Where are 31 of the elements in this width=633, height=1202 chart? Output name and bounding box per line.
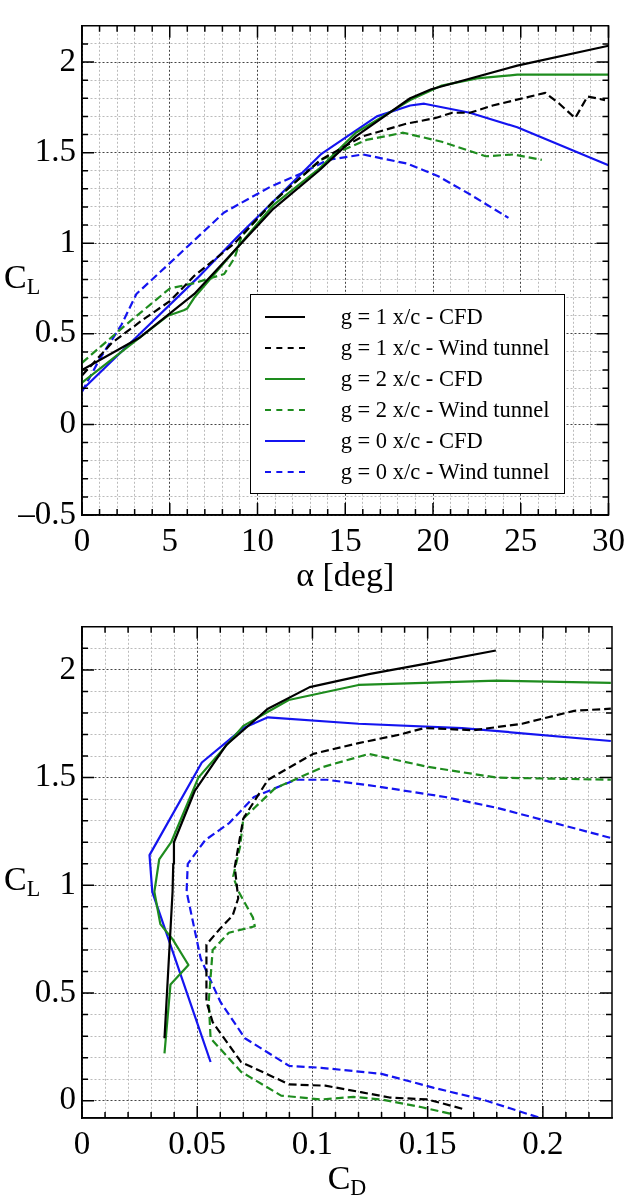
y-tick-label: 0	[59, 1080, 76, 1117]
y-tick-label: 0.5	[34, 972, 76, 1009]
y-tick-label: –0.5	[17, 494, 76, 531]
x-tick-label: 0.2	[522, 1125, 564, 1162]
y-tick-label: 1	[59, 865, 76, 901]
legend-label: g = 2 x/c - Wind tunnel	[340, 396, 550, 424]
legend-label: g = 1 x/c - CFD	[340, 303, 483, 331]
y-tick-label: 0	[59, 404, 76, 441]
legend-label: g = 0 x/c - CFD	[340, 427, 483, 455]
x-tick-label: 10	[241, 522, 274, 559]
y-tick-label: 2	[59, 41, 76, 78]
x-tick-label: 15	[328, 522, 362, 559]
legend-label: g = 0 x/c - Wind tunnel	[340, 458, 550, 486]
y-tick-label: 1.5	[34, 132, 76, 169]
y-tick-label: 2	[59, 649, 76, 686]
x-tick-label: 0.05	[168, 1125, 227, 1162]
y-axis-title: C$_{L}$	[4, 860, 41, 901]
legend-label: g = 2 x/c - CFD	[340, 365, 483, 393]
x-tick-label: 5	[161, 522, 178, 559]
y-axis-title: C$_{L}$	[4, 258, 41, 299]
x-tick-label: 30	[592, 522, 625, 559]
x-axis-title: C$_{D}$	[326, 1159, 368, 1200]
x-tick-label: 0.15	[398, 1125, 457, 1162]
x-tick-label: 20	[416, 522, 450, 559]
x-tick-label: 0.1	[291, 1125, 334, 1162]
legend-label: g = 1 x/c - Wind tunnel	[340, 334, 550, 362]
x-axis-title: α [deg]	[295, 556, 396, 593]
y-tick-label: 1	[59, 222, 76, 259]
y-tick-label: 1.5	[34, 757, 76, 794]
x-tick-label: 25	[504, 522, 538, 559]
y-tick-label: 0.5	[34, 313, 76, 350]
